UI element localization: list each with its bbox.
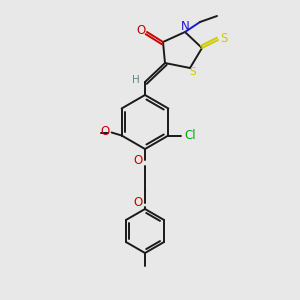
Text: S: S: [220, 32, 228, 46]
Text: N: N: [181, 20, 189, 34]
Text: H: H: [132, 75, 140, 85]
Text: O: O: [136, 25, 146, 38]
Text: O: O: [100, 125, 109, 138]
Text: O: O: [134, 196, 142, 209]
Text: Cl: Cl: [184, 129, 196, 142]
Text: S: S: [190, 67, 196, 77]
Text: O: O: [134, 154, 142, 167]
